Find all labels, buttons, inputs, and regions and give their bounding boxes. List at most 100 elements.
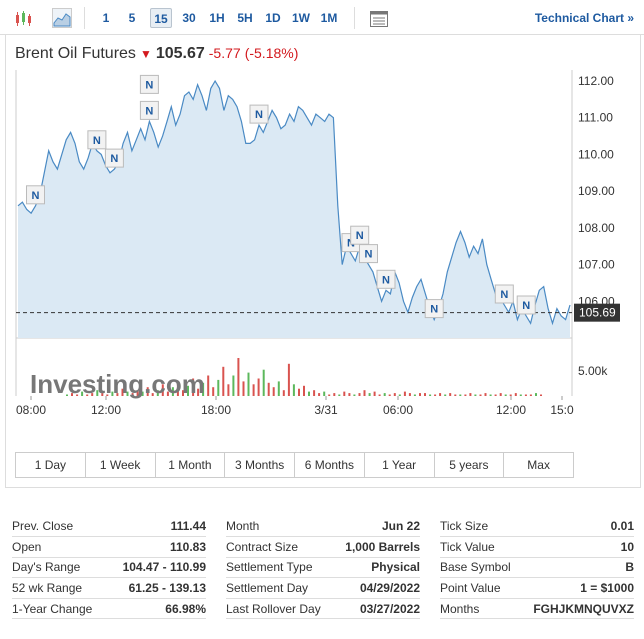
y-tick-label: 109.00	[578, 184, 615, 198]
stats-table-2: Month Jun 22 Contract Size 1,000 Barrels Set…	[226, 516, 420, 620]
volume-bar	[504, 394, 507, 396]
news-marker[interactable]: N	[139, 100, 159, 120]
y-tick-label: 107.00	[578, 258, 615, 272]
instrument-name: Brent Oil Futures	[15, 45, 136, 62]
technical-chart-link[interactable]: Technical Chart »	[534, 11, 634, 25]
news-marker-label[interactable]: N	[145, 105, 153, 117]
stats-label: Settlement Type	[226, 557, 335, 579]
news-marker-box[interactable]	[139, 74, 159, 94]
news-marker-label[interactable]: N	[500, 289, 508, 301]
news-marker-label[interactable]: N	[522, 300, 530, 312]
period-button[interactable]: 3 Months	[225, 453, 295, 477]
news-marker-label[interactable]: N	[430, 304, 438, 316]
interval-button[interactable]: 1M	[320, 11, 338, 25]
volume-bar	[388, 394, 391, 396]
news-marker[interactable]: N	[26, 185, 45, 205]
period-button[interactable]: Max	[527, 458, 550, 472]
news-marker-box[interactable]	[359, 244, 378, 264]
news-marker[interactable]: N	[516, 295, 536, 315]
news-marker[interactable]: N	[494, 284, 514, 304]
volume-bar	[474, 394, 477, 396]
news-marker-box[interactable]	[104, 148, 124, 168]
interval-button[interactable]: 1D	[265, 11, 281, 25]
news-marker-box[interactable]	[424, 299, 444, 319]
volume-bar	[308, 391, 310, 396]
interval-button[interactable]: 30	[182, 11, 196, 25]
news-marker[interactable]: N	[376, 269, 396, 289]
stats-value: 1,000 Barrels	[334, 536, 420, 558]
news-marker-label[interactable]: N	[110, 153, 118, 165]
volume-bar	[237, 358, 240, 396]
period-button[interactable]: 1 Week	[86, 453, 156, 477]
volume-bar	[333, 393, 336, 396]
news-marker-label[interactable]: N	[255, 109, 263, 121]
news-marker-label[interactable]: N	[145, 79, 153, 91]
down-arrow-icon: ▼	[139, 47, 152, 61]
stats-row: Settlement Day 04/29/2022	[226, 577, 420, 599]
volume-bar	[116, 393, 119, 396]
interval-button[interactable]: 15	[150, 8, 172, 28]
news-marker[interactable]: N	[139, 74, 159, 94]
news-marker-label[interactable]: N	[32, 190, 40, 202]
x-tick-label: 15:0	[550, 403, 574, 417]
news-marker-box[interactable]	[376, 269, 396, 289]
interval-button[interactable]: 5	[128, 11, 136, 25]
period-button[interactable]: 6 Months	[295, 453, 365, 477]
news-marker-label[interactable]: N	[382, 274, 390, 286]
news-marker-box[interactable]	[26, 185, 45, 205]
price-chart[interactable]: 112.00111.00110.00109.00108.00107.00106.…	[0, 0, 644, 430]
volume-bar	[187, 385, 189, 396]
news-marker[interactable]: N	[350, 225, 370, 245]
period-button[interactable]: 1 Year	[365, 453, 435, 477]
stats-row: Base Symbol B	[440, 557, 634, 579]
stats-value: 66.98%	[107, 598, 206, 620]
stats-row: 1-Year Change 66.98%	[12, 598, 206, 620]
volume-bar	[252, 384, 255, 396]
volume-bar	[413, 394, 416, 396]
volume-bar	[373, 391, 376, 396]
price-line	[17, 79, 571, 326]
news-marker[interactable]: N	[104, 148, 124, 168]
news-marker[interactable]: N	[249, 104, 269, 124]
news-marker-box[interactable]	[494, 284, 514, 304]
period-button[interactable]: 1 Day	[16, 453, 86, 477]
interval-button[interactable]: 1W	[292, 11, 310, 25]
candlestick-icon[interactable]	[12, 8, 32, 28]
news-marker[interactable]: N	[424, 299, 444, 319]
area-chart-icon[interactable]	[52, 8, 72, 28]
news-marker-label[interactable]: N	[365, 249, 373, 261]
volume-bar	[439, 393, 442, 396]
news-marker-label[interactable]: N	[93, 135, 101, 147]
stats-value: 110.83	[107, 536, 206, 558]
news-marker-label[interactable]: N	[356, 230, 364, 242]
news-marker-box[interactable]	[249, 104, 269, 124]
news-marker[interactable]: N	[359, 244, 378, 264]
volume-bar	[489, 394, 492, 396]
period-button[interactable]: 1 Month	[156, 453, 226, 477]
news-marker[interactable]: N	[87, 130, 107, 150]
volume-bar	[540, 394, 542, 396]
volume-bar	[353, 394, 356, 396]
volume-bar	[529, 394, 532, 396]
volume-bar	[424, 393, 426, 396]
volume-bar	[131, 393, 134, 396]
news-marker-box[interactable]	[516, 295, 536, 315]
volume-bar	[227, 384, 230, 396]
volume-bar	[151, 393, 154, 396]
stats-value: Physical	[334, 557, 420, 579]
volume-bar	[398, 394, 401, 396]
table-icon[interactable]	[368, 8, 388, 28]
news-marker-box[interactable]	[139, 100, 159, 120]
volume-bar	[277, 381, 280, 396]
volume-bar	[338, 394, 341, 396]
news-marker-box[interactable]	[87, 130, 107, 150]
period-button[interactable]: 5 years	[435, 453, 505, 477]
stats-label: Prev. Close	[12, 516, 108, 538]
interval-button[interactable]: 1	[102, 11, 110, 25]
interval-button[interactable]: 5H	[237, 11, 253, 25]
volume-bar	[76, 394, 79, 396]
interval-button[interactable]: 1H	[209, 11, 225, 25]
volume-bar	[479, 394, 482, 396]
stats-row: Settlement Type Physical	[226, 557, 420, 579]
stats-row: 52 wk Range 61.25 - 139.13	[12, 577, 206, 599]
